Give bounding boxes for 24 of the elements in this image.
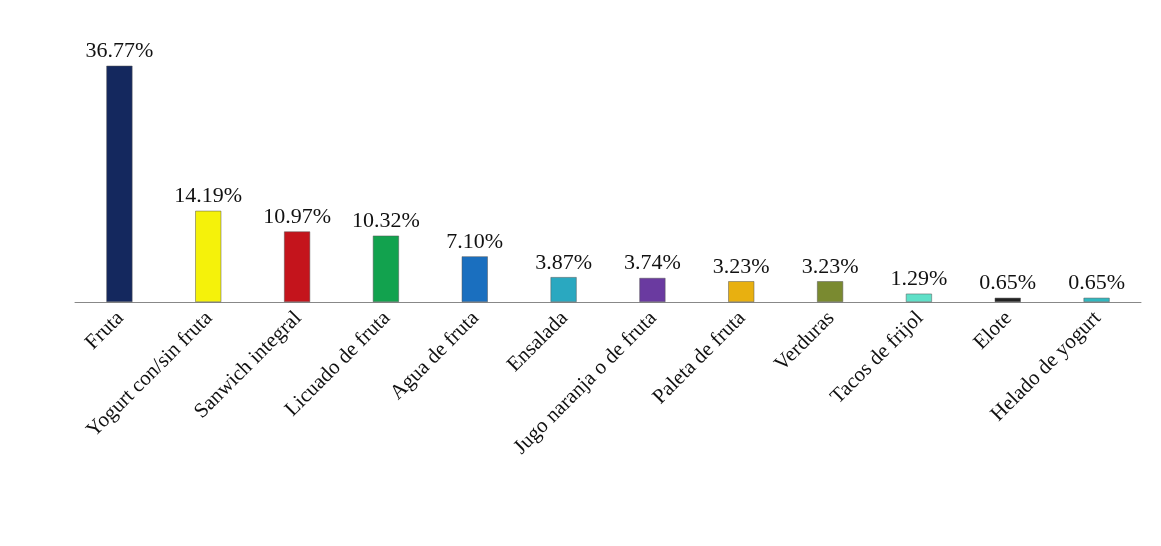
data-label: 3.87% [535,248,592,274]
bar [106,65,133,302]
bar [639,277,666,302]
data-label: 3.74% [624,249,681,275]
bar [994,297,1021,302]
bar [817,281,844,302]
bar [372,235,399,302]
bar [728,281,755,302]
bar [195,210,222,302]
bar [461,256,488,302]
bar [284,231,311,302]
bar [1083,297,1110,302]
data-label: 1.29% [890,265,948,291]
data-label: 10.97% [263,203,331,229]
data-label: 14.19% [174,182,243,208]
data-label: 10.32% [352,207,420,233]
data-label: 0.65% [1068,269,1125,295]
bar [905,293,932,302]
data-label: 7.10% [446,227,504,253]
bar [550,277,577,302]
data-label: 3.23% [712,252,770,278]
data-label: 3.23% [801,252,859,278]
data-label: 36.77% [85,37,154,63]
data-label: 0.65% [979,269,1037,295]
